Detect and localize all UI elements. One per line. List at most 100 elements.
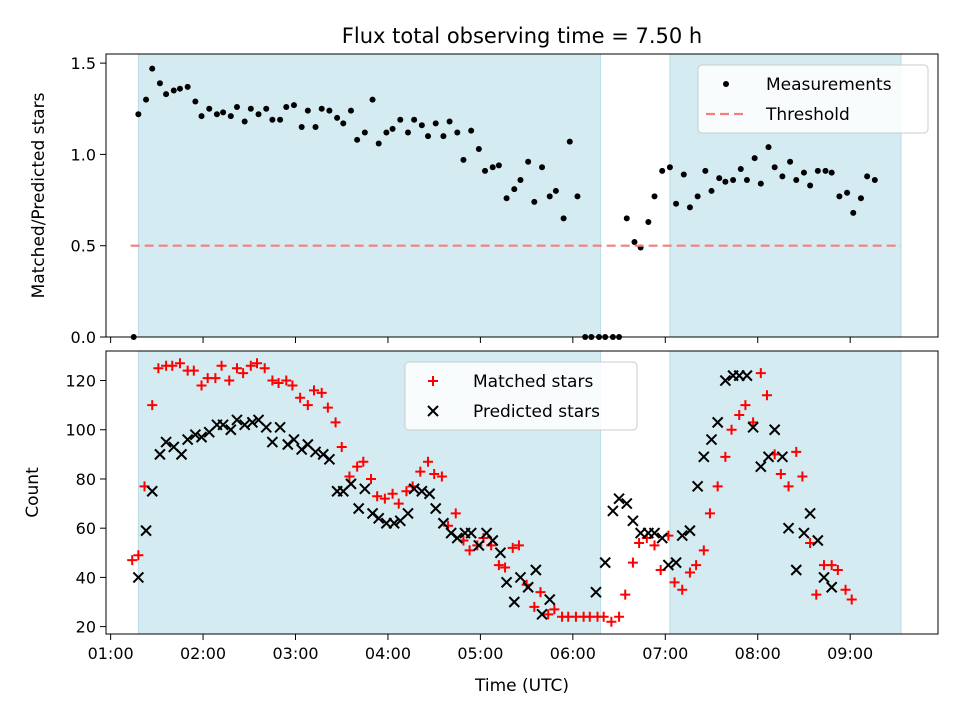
count-matched-stars-point <box>336 441 347 452</box>
count-legend-matched-stars-label: Matched stars <box>473 372 593 392</box>
count-matched-stars-point <box>464 545 475 556</box>
ratio-measurements-point <box>517 176 524 183</box>
count-matched-stars-point <box>224 375 235 386</box>
ratio-series <box>130 65 902 340</box>
ratio-measurements-point <box>680 171 687 178</box>
count-predicted-stars-point <box>175 448 188 461</box>
count-x-tick-label: 09:00 <box>827 644 873 663</box>
ratio-measurements-point <box>318 105 325 112</box>
count-matched-stars-point <box>726 424 737 435</box>
count-predicted-stars-point <box>544 593 556 606</box>
count-matched-stars-point <box>231 363 242 374</box>
count-predicted-stars-point <box>747 421 759 433</box>
count-predicted-stars-point <box>309 446 322 458</box>
ratio-measurements-point <box>425 133 432 140</box>
count-matched-stars-point <box>358 456 369 467</box>
count-predicted-stars-point <box>804 507 816 520</box>
ratio-measurements-point <box>149 65 156 72</box>
count-matched-stars-point <box>210 373 221 384</box>
count-predicted-stars-point <box>160 436 172 448</box>
ratio-measurements-point <box>531 198 538 205</box>
ratio-y-axis-ticks: 0.0 0.5 1.0 1.5 <box>71 54 106 347</box>
ratio-measurements-point <box>375 140 382 147</box>
ratio-measurements-point <box>743 176 750 183</box>
ratio-measurements-point <box>765 144 772 151</box>
count-predicted-stars-point <box>423 488 436 500</box>
count-matched-stars-point <box>704 508 715 519</box>
count-predicted-stars-point <box>225 424 237 436</box>
count-matched-stars-point <box>423 456 434 467</box>
ratio-measurements-point <box>269 116 276 123</box>
ratio-measurements-point <box>787 158 794 165</box>
ratio-measurements-point <box>686 204 693 211</box>
ratio-measurements-point <box>334 114 341 121</box>
ratio-measurements-point <box>552 187 559 194</box>
ratio-measurements-point <box>354 136 361 143</box>
count-matched-stars-point <box>251 358 262 369</box>
count-y-axis-ticks: 20 40 60 80 100 120 <box>65 372 106 637</box>
count-matched-stars-point <box>529 601 540 612</box>
count-matched-stars-point <box>535 587 546 598</box>
count-predicted-stars-point <box>473 539 485 552</box>
count-matched-stars-point <box>740 400 751 411</box>
ratio-measurements-point <box>702 167 709 174</box>
ratio-measurements-point <box>220 109 227 116</box>
count-legend-predicted-stars-marker <box>427 405 439 417</box>
ratio-measurements-point <box>468 127 475 134</box>
count-legend-box <box>404 361 638 431</box>
ratio-measurements-point <box>290 102 297 109</box>
count-matched-stars-point <box>287 380 298 391</box>
count-matched-stars-point <box>436 471 447 482</box>
ratio-measurements-point <box>247 105 254 112</box>
ratio-measurements-point <box>418 122 425 129</box>
ratio-measurements-point <box>659 167 666 174</box>
count-matched-stars-point <box>712 481 723 492</box>
ratio-measurements-point <box>844 189 851 196</box>
count-matched-stars-point <box>549 604 560 615</box>
ratio-measurements-point <box>800 169 807 176</box>
count-matched-stars-point <box>634 537 645 548</box>
ratio-measurements-point <box>651 193 658 200</box>
ratio-y-tick-label: 0.5 <box>71 237 96 256</box>
ratio-y-tick-label: 1.5 <box>71 54 96 73</box>
count-predicted-stars-point <box>522 581 534 593</box>
ratio-measurements-point <box>361 129 368 136</box>
count-predicted-stars-point <box>260 421 272 433</box>
count-predicted-stars-point <box>613 492 625 505</box>
count-matched-stars-point <box>372 491 383 502</box>
ratio-measurements-point <box>489 164 496 171</box>
ratio-measurements-point <box>143 96 150 103</box>
count-matched-stars-point <box>677 584 688 595</box>
ratio-y-axis-label: Matched/Predicted stars <box>29 92 49 298</box>
count-matched-stars-point <box>245 360 256 371</box>
count-matched-stars-point <box>267 375 278 386</box>
count-matched-stars-point <box>691 560 702 571</box>
ratio-measurements-point <box>751 155 758 162</box>
ratio-measurements-point <box>631 239 638 246</box>
count-matched-stars-point <box>344 471 355 482</box>
count-predicted-stars-point <box>146 485 158 497</box>
count-matched-stars-point <box>832 565 843 576</box>
count-predicted-stars-point <box>154 448 166 461</box>
count-y-tick-label: 100 <box>65 421 96 440</box>
count-predicted-stars-point <box>195 431 208 443</box>
count-predicted-stars-point <box>238 419 251 431</box>
count-predicted-stars-point <box>741 369 753 382</box>
count-matched-stars-point <box>734 409 745 420</box>
count-predicted-stars-point <box>465 527 477 539</box>
count-matched-stars-point <box>174 358 185 369</box>
count-matched-stars-point <box>238 368 249 379</box>
count-predicted-stars-point <box>140 524 152 537</box>
ratio-measurements-point <box>383 129 390 136</box>
ratio-measurements-point <box>326 107 333 114</box>
ratio-measurements-point <box>645 218 652 225</box>
ratio-measurements-point <box>511 186 518 193</box>
count-predicted-stars-point <box>266 436 279 448</box>
count-legend-predicted-stars-label: Predicted stars <box>473 402 600 422</box>
count-predicted-stars-point <box>402 507 414 520</box>
count-matched-stars-point <box>153 363 164 374</box>
count-predicted-stars-point <box>189 428 202 441</box>
ratio-measurements-point <box>836 193 843 200</box>
ratio-measurements-point <box>411 116 418 123</box>
